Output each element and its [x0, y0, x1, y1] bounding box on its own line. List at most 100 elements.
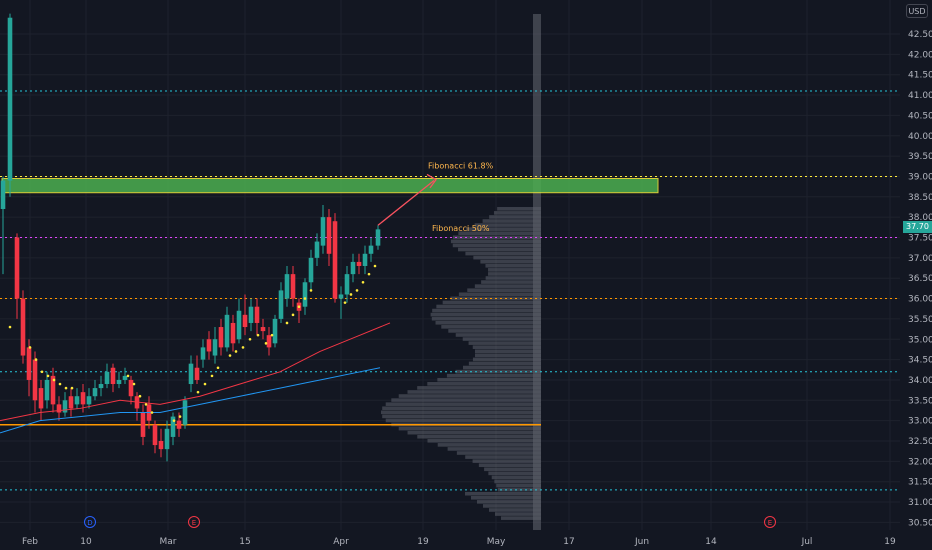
volume-profile-bar [455, 333, 541, 337]
time-axis-label: 10 [80, 537, 92, 547]
candle-down [194, 367, 200, 380]
price-axis-label: 33.00 [908, 417, 932, 427]
candle-down [68, 396, 74, 409]
volume-profile-bar [431, 316, 541, 321]
candle-down [356, 261, 362, 266]
candle-up [62, 400, 68, 413]
candle-up [302, 282, 308, 307]
volume-profile-bar [497, 207, 541, 211]
volume-profile-bar [477, 500, 541, 504]
sar-dot [297, 305, 301, 308]
sar-dot [40, 370, 44, 374]
candle-up [86, 396, 92, 405]
volume-profile-bar [427, 382, 541, 386]
candle-up [7, 17, 13, 181]
sar-dot [256, 333, 260, 337]
price-axis-label: 31.00 [908, 498, 932, 508]
volume-profile-bar [484, 467, 541, 472]
volume-profile-bar [467, 288, 541, 293]
time-axis-label: 17 [563, 537, 574, 547]
sar-dot [343, 301, 347, 304]
price-axis-label: 34.00 [908, 376, 932, 386]
volume-profile-bar [427, 439, 541, 443]
volume-profile-bar [450, 239, 541, 244]
price-axis-label: 33.50 [908, 396, 932, 406]
time-axis-label: 14 [705, 537, 717, 547]
volume-profile-bar [478, 463, 541, 468]
sar-dot [303, 297, 307, 300]
fibonacci-zone-box [1, 177, 659, 194]
volume-profile-bar [494, 479, 541, 484]
volume-profile-bar [456, 451, 541, 455]
candle-down [254, 306, 260, 323]
price-axis-label: 38.50 [908, 193, 932, 203]
candle-down [128, 379, 134, 397]
volume-profile-bar [465, 491, 541, 496]
sar-dot [34, 358, 38, 361]
sar-dot [248, 337, 252, 341]
volume-profile-bar [382, 414, 541, 419]
candle-down [332, 221, 338, 299]
sar-dot [150, 411, 154, 414]
volume-profile-bar [458, 231, 541, 236]
candle-up [74, 396, 80, 405]
sar-dot [178, 415, 182, 418]
sar-dot [126, 374, 130, 378]
sar-dot [28, 346, 32, 349]
candle-down [50, 375, 56, 405]
dividend-event-icon[interactable]: D [84, 516, 96, 528]
volume-profile-bar [485, 263, 541, 268]
price-axis-label: 42.50 [908, 30, 932, 40]
sar-dot [361, 280, 365, 284]
currency-badge[interactable]: USD [906, 4, 928, 18]
price-axis-label: 37.50 [908, 234, 932, 244]
candle-down [326, 217, 332, 254]
volume-profile-bar [488, 268, 541, 272]
sar-dot [355, 289, 359, 292]
volume-profile-bar [465, 455, 541, 459]
candle-down [260, 327, 266, 332]
candle-up [188, 363, 194, 385]
candle-up [200, 347, 206, 360]
sar-dot [349, 293, 353, 296]
earnings-event-icon[interactable]: E [188, 516, 200, 528]
volume-profile-bar [398, 394, 541, 398]
candle-down [20, 298, 26, 356]
sar-dot [270, 333, 274, 337]
volume-profile-bar [458, 247, 541, 252]
volume-profile-poc-column [533, 14, 541, 530]
volume-profile-bar [448, 329, 541, 333]
candle-up [164, 428, 170, 450]
candle-up [344, 274, 350, 295]
candle-up [368, 245, 374, 254]
volume-profile-bar [493, 211, 541, 215]
price-axis-label: 38.00 [908, 213, 932, 223]
projection-arrow-head [426, 173, 437, 189]
sar-dot [46, 374, 50, 378]
sar-dot [132, 382, 136, 386]
candle-down [56, 404, 62, 413]
candle-down [206, 339, 212, 352]
volume-profile-bar [458, 292, 541, 297]
volume-profile-bar [435, 320, 541, 325]
volume-profile-bar [468, 361, 541, 366]
volume-profile-bar [462, 337, 541, 341]
projection-arrow-line [377, 180, 435, 226]
volume-profile-bar [441, 325, 541, 329]
price-axis-label: 40.50 [908, 111, 932, 121]
sar-dot [234, 350, 238, 353]
sar-dot [210, 374, 214, 378]
volume-profile-bar [472, 459, 541, 463]
volume-profile-bar [437, 443, 541, 447]
earnings-event-icon[interactable]: E [764, 516, 776, 528]
sar-dot [291, 313, 295, 317]
candle-down [26, 347, 32, 380]
volume-profile-bar [407, 390, 541, 394]
volume-profile-bar [489, 508, 541, 512]
sar-dot [216, 366, 220, 370]
volume-profile-bar [380, 410, 541, 415]
candle-down [152, 424, 158, 446]
sar-dot [8, 325, 12, 329]
